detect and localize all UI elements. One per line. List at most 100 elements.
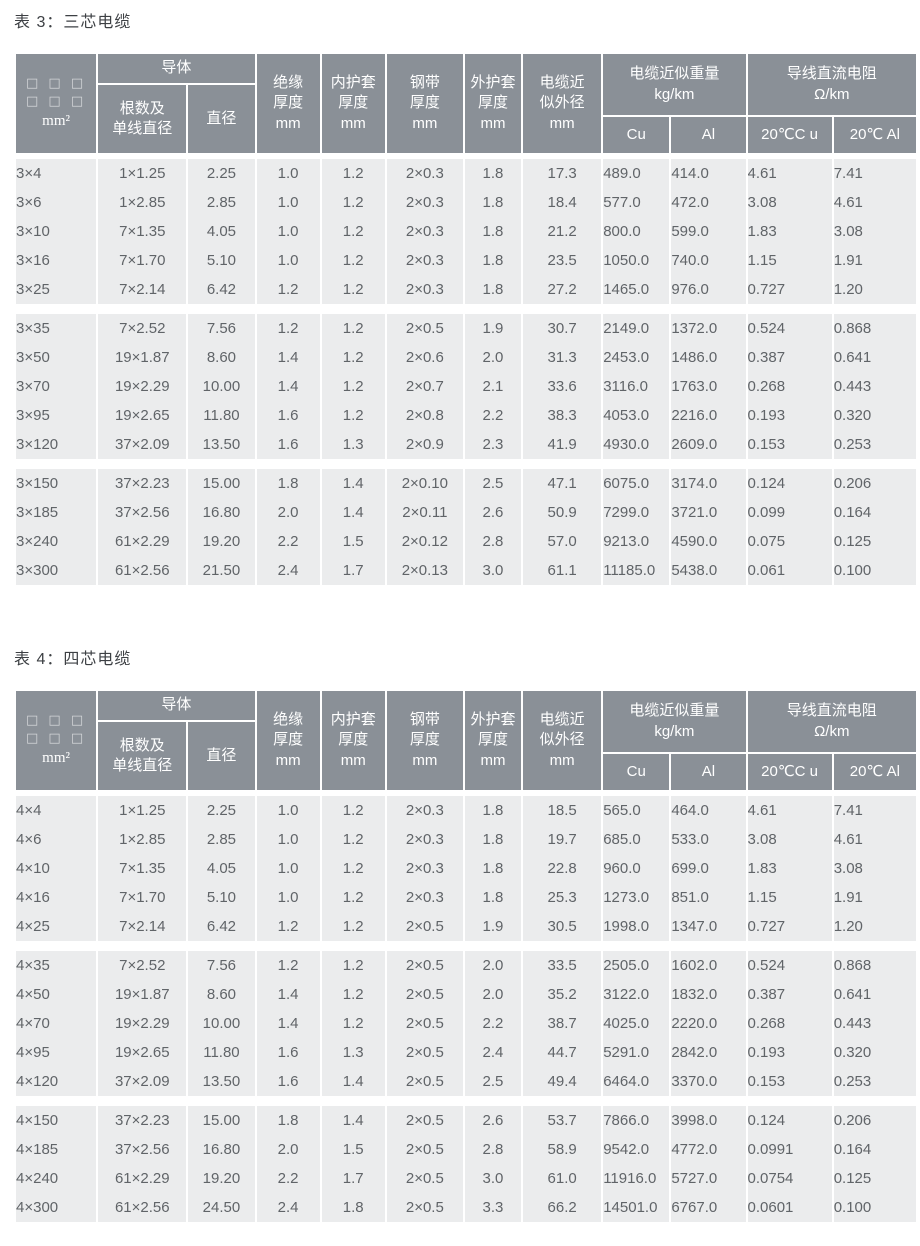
cell: 1.2 [321, 951, 385, 980]
cell: 2.1 [464, 372, 522, 401]
cell: 1.2 [321, 1009, 385, 1038]
cell: 3×95 [16, 401, 97, 430]
cell: 1.4 [321, 498, 385, 527]
cell: 2×0.3 [386, 246, 463, 275]
cell: 1.2 [321, 854, 385, 883]
column-header-resistance-20c-al: 20℃ Al [833, 117, 916, 153]
cell: 44.7 [523, 1038, 602, 1067]
cell: 21.50 [188, 556, 255, 585]
cell: 2.0 [464, 980, 522, 1009]
cell: 17.3 [523, 159, 602, 188]
header-row-1: □ □ □ □ □ □ mm² 导体 绝缘 厚度 mm 内护套 厚度 mm 钢带 厚度 mm… [16, 54, 916, 153]
cell: 3.08 [747, 825, 832, 854]
cell: 1.2 [321, 980, 385, 1009]
cable-table: □ □ □ □ □ □ mm² 导体 绝缘 厚度 mm 内护套 厚度 mm 钢带 厚度 mm… [14, 54, 918, 585]
cell: 2.0 [464, 343, 522, 372]
table-row: 4×25 7×2.14 6.42 1.2 1.2 2×0.5 1.9 30.5 1998.0 13… [16, 912, 916, 941]
table-row: 4×10 7×1.35 4.05 1.0 1.2 2×0.3 1.8 22.8 960.0 699… [16, 854, 916, 883]
cell: 4053.0 [603, 401, 670, 430]
cell: 11185.0 [603, 556, 670, 585]
cell: 1.8 [464, 188, 522, 217]
cell: 1.91 [833, 246, 916, 275]
missing-glyph-squares: □ □ □ [26, 93, 87, 109]
cell: 0.268 [747, 372, 832, 401]
cell: 0.100 [833, 1193, 916, 1222]
cell: 61×2.29 [98, 1164, 187, 1193]
cell: 2×0.11 [386, 498, 463, 527]
table-row: 3×185 37×2.56 16.80 2.0 1.4 2×0.11 2.6 50.9 7299… [16, 498, 916, 527]
cell: 1.7 [321, 1164, 385, 1193]
cell: 3.08 [747, 188, 832, 217]
cell: 2.2 [256, 1164, 320, 1193]
cell: 0.641 [833, 980, 916, 1009]
cell: 1.20 [833, 912, 916, 941]
cell: 6075.0 [603, 469, 670, 498]
cell: 3721.0 [671, 498, 746, 527]
cell: 1347.0 [671, 912, 746, 941]
cell: 19×2.65 [98, 1038, 187, 1067]
cell: 2×0.3 [386, 275, 463, 304]
cell: 11.80 [188, 401, 255, 430]
cell: 21.2 [523, 217, 602, 246]
four-core-cable-section: 表 4：四芯电缆 □ □ □ □ □ □ mm² 导体 绝缘 厚度 mm 内护套 厚度 m… [14, 645, 916, 1222]
table-row: 3×4 1×1.25 2.25 1.0 1.2 2×0.3 1.8 17.3 489.0 414.… [16, 159, 916, 188]
column-header-spec: □ □ □ □ □ □ mm² [16, 691, 97, 790]
cell: 7299.0 [603, 498, 670, 527]
cell: 2.5 [464, 1067, 522, 1096]
cell: 1×1.25 [98, 159, 187, 188]
table-row: 4×120 37×2.09 13.50 1.6 1.4 2×0.5 2.5 49.4 6464.… [16, 1067, 916, 1096]
cell: 1.8 [321, 1193, 385, 1222]
cell: 2×0.5 [386, 1164, 463, 1193]
cell: 1.0 [256, 188, 320, 217]
cell: 2.0 [256, 498, 320, 527]
cell: 8.60 [188, 980, 255, 1009]
cell: 2.5 [464, 469, 522, 498]
cell: 0.868 [833, 951, 916, 980]
table-row: 4×50 19×1.87 8.60 1.4 1.2 2×0.5 2.0 35.2 3122.0 1… [16, 980, 916, 1009]
cell: 0.124 [747, 1106, 832, 1135]
table-row: 3×25 7×2.14 6.42 1.2 1.2 2×0.3 1.8 27.2 1465.0 97… [16, 275, 916, 304]
cell: 1.2 [321, 246, 385, 275]
column-header-conductor: 导体 [98, 691, 255, 722]
cell: 1.8 [464, 883, 522, 912]
cell: 4772.0 [671, 1135, 746, 1164]
header-row-2: 根数及 单线直径 直径 [16, 85, 916, 153]
cell: 1.2 [256, 314, 320, 343]
cell: 1.2 [321, 217, 385, 246]
spec-unit-label: mm² [42, 113, 70, 130]
table-row: 4×150 37×2.23 15.00 1.8 1.4 2×0.5 2.6 53.7 7866.… [16, 1106, 916, 1135]
column-header-dc-resistance: 导线直流电阻 Ω/km [747, 54, 916, 117]
column-header-weight-al: Al [671, 117, 746, 153]
table-row: 3×50 19×1.87 8.60 1.4 1.2 2×0.6 2.0 31.3 2453.0 1… [16, 343, 916, 372]
cell: 2×0.13 [386, 556, 463, 585]
cell: 3×10 [16, 217, 97, 246]
cell: 19×2.65 [98, 401, 187, 430]
cell: 1.6 [256, 1038, 320, 1067]
cell: 33.6 [523, 372, 602, 401]
cell: 2.85 [188, 825, 255, 854]
cell: 2×0.6 [386, 343, 463, 372]
cell: 0.164 [833, 498, 916, 527]
cell: 0.268 [747, 1009, 832, 1038]
cell: 1.2 [321, 912, 385, 941]
cell: 1.9 [464, 314, 522, 343]
cell: 2.25 [188, 796, 255, 825]
cell: 976.0 [671, 275, 746, 304]
cell: 13.50 [188, 1067, 255, 1096]
cell: 7×2.14 [98, 912, 187, 941]
cell: 1.4 [256, 343, 320, 372]
cell: 1.2 [321, 343, 385, 372]
cell: 7.41 [833, 159, 916, 188]
cell: 15.00 [188, 469, 255, 498]
cell: 0.206 [833, 469, 916, 498]
cell: 0.0601 [747, 1193, 832, 1222]
table-row: 3×240 61×2.29 19.20 2.2 1.5 2×0.12 2.8 57.0 9213… [16, 527, 916, 556]
table-row: 4×95 19×2.65 11.80 1.6 1.3 2×0.5 2.4 44.7 5291.0… [16, 1038, 916, 1067]
cell: 57.0 [523, 527, 602, 556]
column-header-resistance-20c-cu: 20℃C u [747, 754, 832, 790]
cell: 38.7 [523, 1009, 602, 1038]
cell: 8.60 [188, 343, 255, 372]
cell: 0.193 [747, 1038, 832, 1067]
cell: 66.2 [523, 1193, 602, 1222]
